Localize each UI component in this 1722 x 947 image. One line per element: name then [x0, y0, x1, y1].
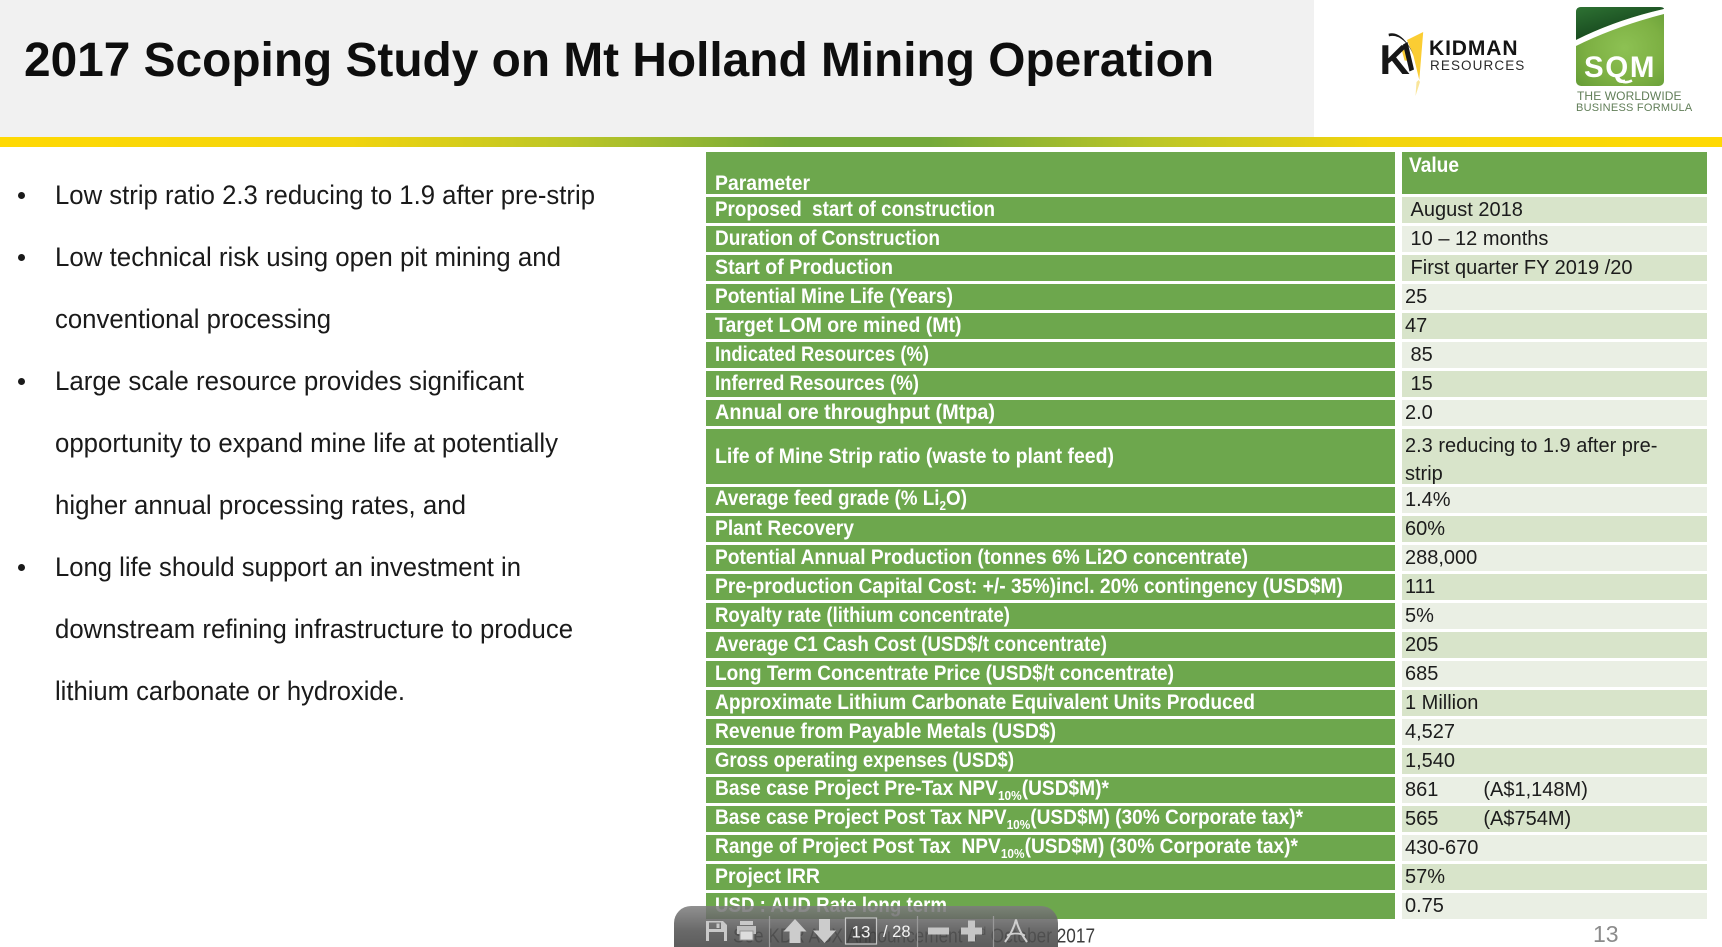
- svg-text:K: K: [1380, 36, 1410, 83]
- svg-text:/ 28: / 28: [883, 923, 911, 941]
- svg-text:THE WORLDWIDE: THE WORLDWIDE: [1577, 89, 1682, 103]
- svg-text:13: 13: [852, 923, 871, 942]
- svg-text:BUSINESS FORMULA: BUSINESS FORMULA: [1576, 102, 1693, 114]
